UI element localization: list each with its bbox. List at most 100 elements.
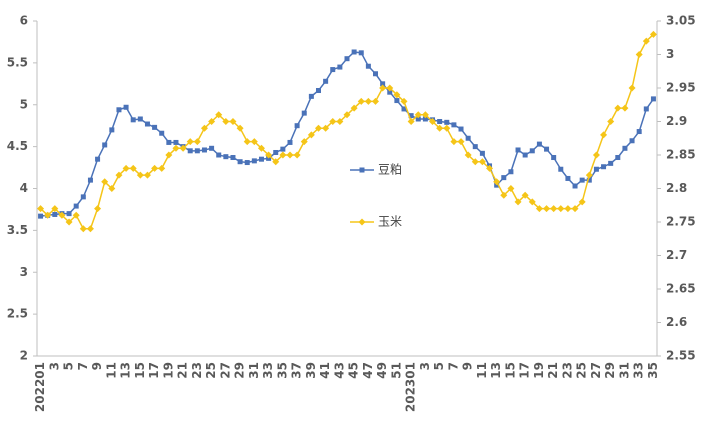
data-point xyxy=(387,89,393,95)
x-tick-label: 15 xyxy=(503,362,517,379)
x-tick-label: 11 xyxy=(475,362,489,379)
data-point xyxy=(265,151,273,159)
x-tick-label: 29 xyxy=(233,362,247,379)
x-tick-label: 51 xyxy=(389,362,403,379)
data-point xyxy=(436,124,444,132)
data-point xyxy=(592,151,600,159)
data-point xyxy=(129,164,137,172)
x-tick-label: 13 xyxy=(119,362,133,379)
data-point xyxy=(558,166,564,172)
x-tick-label: 31 xyxy=(617,362,631,379)
data-point xyxy=(407,118,415,125)
data-point xyxy=(330,67,336,73)
y2-tick-label: 2.75 xyxy=(666,215,696,229)
data-point xyxy=(251,158,257,164)
data-point xyxy=(400,97,408,105)
data-point xyxy=(209,145,215,151)
data-point xyxy=(293,151,301,159)
y-tick-label: 3 xyxy=(20,265,28,279)
data-point xyxy=(143,171,151,179)
data-point xyxy=(464,151,472,159)
data-point xyxy=(194,148,200,154)
data-point xyxy=(343,111,351,119)
x-tick-label: 47 xyxy=(361,362,375,379)
data-point xyxy=(472,144,478,150)
x-tick-label: 33 xyxy=(632,362,646,379)
x-tick-label: 9 xyxy=(461,362,475,370)
x-tick-label: 25 xyxy=(204,362,218,379)
data-point xyxy=(243,138,251,146)
data-point xyxy=(314,124,322,132)
data-point xyxy=(380,81,386,87)
data-point xyxy=(372,97,380,105)
x-tick-label: 9 xyxy=(90,362,104,370)
data-point xyxy=(136,171,144,179)
data-point xyxy=(172,144,180,152)
data-point xyxy=(615,155,621,161)
y-tick-label: 2.5 xyxy=(7,307,28,321)
y-tick-label: 2 xyxy=(20,349,28,363)
data-point xyxy=(401,106,407,112)
legend-label: 玉米 xyxy=(378,215,402,229)
x-tick-label: 19 xyxy=(161,362,175,379)
data-point xyxy=(272,158,280,166)
data-point xyxy=(601,164,607,170)
data-point xyxy=(186,138,194,146)
data-point xyxy=(358,50,364,56)
y-tick-label: 4 xyxy=(20,181,28,195)
data-point xyxy=(230,155,236,161)
data-point xyxy=(394,98,400,104)
x-tick-label: 5 xyxy=(432,362,446,370)
y-tick-label: 4.5 xyxy=(7,139,28,153)
data-point xyxy=(58,211,66,219)
data-point xyxy=(286,151,294,159)
data-point xyxy=(586,177,592,183)
series-line xyxy=(40,51,655,217)
x-tick-label: 13 xyxy=(489,362,503,379)
data-point xyxy=(229,118,237,125)
data-point xyxy=(94,205,102,213)
data-point xyxy=(621,104,629,112)
data-point xyxy=(500,191,508,199)
data-point xyxy=(130,117,136,123)
x-tick-label: 25 xyxy=(575,362,589,379)
data-point xyxy=(300,138,308,146)
data-point xyxy=(379,84,387,92)
data-point xyxy=(493,178,501,186)
data-point xyxy=(622,145,628,151)
data-point xyxy=(116,107,122,113)
data-point xyxy=(308,93,314,99)
data-point xyxy=(250,138,258,146)
x-tick-label: 37 xyxy=(290,362,304,379)
data-point xyxy=(550,205,558,213)
x-tick-label: 35 xyxy=(275,362,289,379)
data-point xyxy=(536,141,542,147)
data-point xyxy=(422,116,428,122)
data-point xyxy=(301,110,307,116)
data-point xyxy=(80,194,86,200)
x-tick-label: 3 xyxy=(47,362,61,370)
data-point xyxy=(108,185,116,192)
data-point xyxy=(535,205,543,213)
x-tick-label: 11 xyxy=(104,362,118,379)
data-point xyxy=(486,164,494,172)
data-point xyxy=(323,78,329,84)
y2-tick-label: 2.9 xyxy=(666,114,687,128)
y2-tick-label: 2.55 xyxy=(666,349,696,363)
data-point xyxy=(137,116,143,122)
data-point xyxy=(600,131,608,139)
x-tick-label: 17 xyxy=(147,362,161,379)
data-point xyxy=(102,142,108,148)
data-point xyxy=(158,164,166,172)
x-tick-label: 5 xyxy=(62,362,76,370)
data-point xyxy=(280,146,286,152)
x-tick-label: 202301 xyxy=(404,362,418,412)
data-point xyxy=(279,151,287,159)
data-point xyxy=(79,225,87,233)
data-point xyxy=(351,49,357,55)
data-point xyxy=(173,139,179,145)
data-point xyxy=(294,123,300,129)
data-point xyxy=(38,213,44,219)
x-tick-label: 49 xyxy=(375,362,389,379)
data-point xyxy=(322,124,330,132)
